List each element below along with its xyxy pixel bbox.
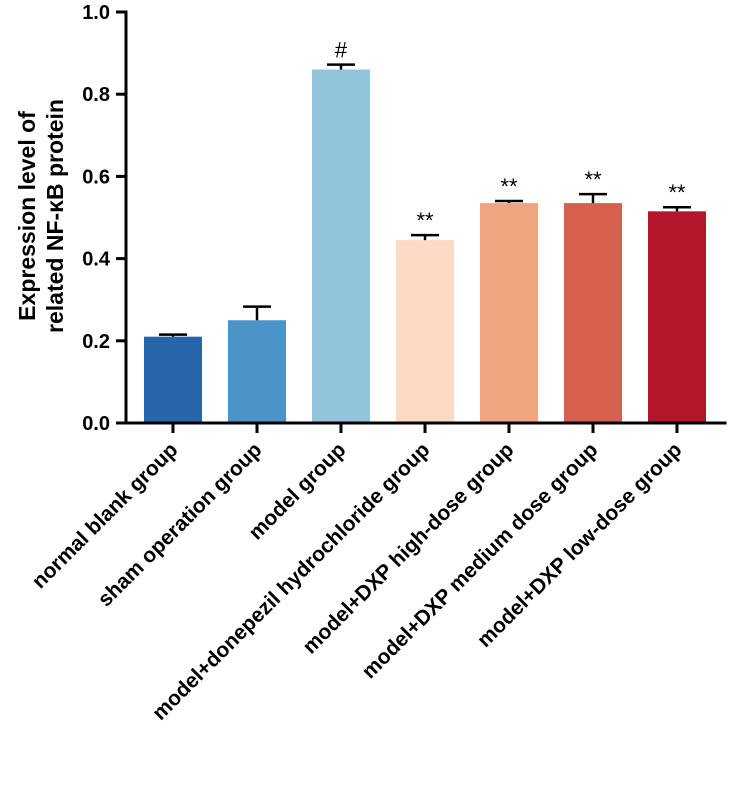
y-axis-ticks: 0.0 0.2 0.4 0.6 0.8 1.0: [82, 2, 126, 435]
significance-label: **: [584, 167, 602, 192]
error-bar: [663, 205, 691, 212]
y-axis-label: Expression level of related NF-κB protei…: [14, 99, 68, 333]
bar: [312, 69, 370, 423]
significance-label: **: [500, 174, 518, 199]
y-axis-label-line-1: Expression level of: [14, 111, 40, 321]
significance-markers: # ** ** ** **: [335, 38, 686, 234]
bar: [480, 203, 538, 423]
error-bar: [495, 199, 523, 204]
bars: [144, 69, 706, 423]
error-bar: [327, 63, 355, 70]
y-axis-label-line-2: related NF-κB protein: [42, 99, 68, 333]
significance-label: #: [335, 38, 348, 63]
y-tick-label: 1.0: [82, 2, 110, 24]
x-tick-label: normal blank group: [28, 438, 183, 593]
error-bars: [159, 63, 691, 337]
bar: [144, 336, 202, 423]
bar: [396, 240, 454, 423]
y-tick-label: 0.2: [82, 331, 110, 353]
x-tick-label: sham operation group: [94, 438, 267, 611]
bar: [564, 203, 622, 423]
error-bar: [411, 233, 439, 241]
bar: [648, 211, 706, 423]
bar: [228, 320, 286, 423]
y-tick-label: 0.8: [82, 84, 110, 106]
significance-label: **: [416, 208, 434, 233]
y-tick-label: 0.6: [82, 166, 110, 188]
y-tick-label: 0.4: [82, 249, 111, 271]
error-bar: [159, 333, 187, 337]
y-tick-label: 0.0: [82, 413, 110, 435]
error-bar: [579, 192, 607, 204]
significance-label: **: [668, 180, 686, 205]
error-bar: [243, 305, 271, 321]
